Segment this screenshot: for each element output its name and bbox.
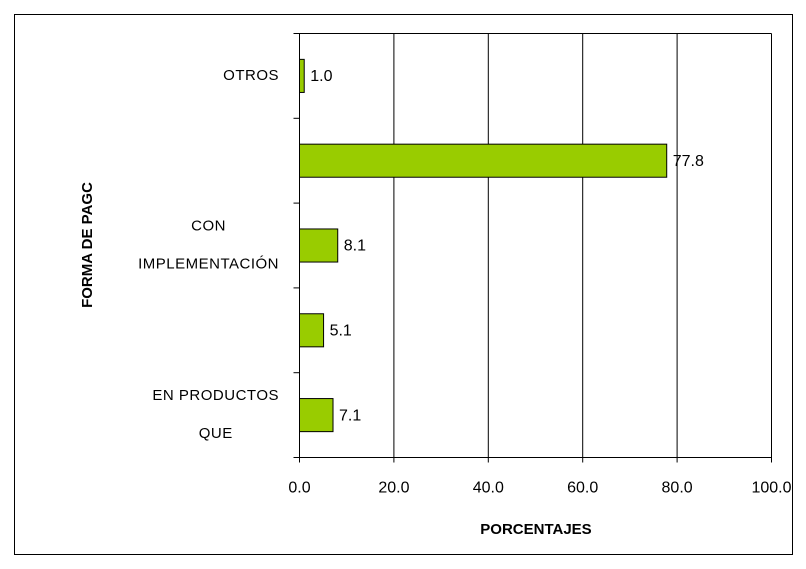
value-label: 8.1 (344, 238, 366, 255)
bar (299, 398, 334, 433)
y-tick-label: IMPLEMENTACIÓN (138, 255, 279, 272)
value-label: 5.1 (330, 323, 352, 340)
bar (299, 143, 668, 178)
y-tick-label: QUE (199, 425, 233, 442)
x-tick-label: 40.0 (473, 480, 504, 497)
x-tick-label: 80.0 (662, 480, 693, 497)
y-tick-label: EN PRODUCTOS (152, 387, 279, 404)
bar (299, 313, 325, 348)
y-tick-label: CON (191, 217, 226, 234)
y-tick-label: OTROS (223, 67, 279, 84)
bar (299, 228, 339, 263)
value-label: 1.0 (310, 68, 332, 85)
chart-border (14, 14, 793, 555)
x-tick-label: 20.0 (378, 480, 409, 497)
x-tick-label: 0.0 (288, 480, 310, 497)
x-tick-label: 100.0 (751, 480, 791, 497)
y-axis-title: FORMA DE PAGC (79, 182, 96, 308)
value-label: 77.8 (673, 153, 704, 170)
x-axis-title: PORCENTAJES (480, 521, 591, 538)
value-label: 7.1 (339, 407, 361, 424)
bar (299, 58, 305, 93)
x-tick-label: 60.0 (567, 480, 598, 497)
